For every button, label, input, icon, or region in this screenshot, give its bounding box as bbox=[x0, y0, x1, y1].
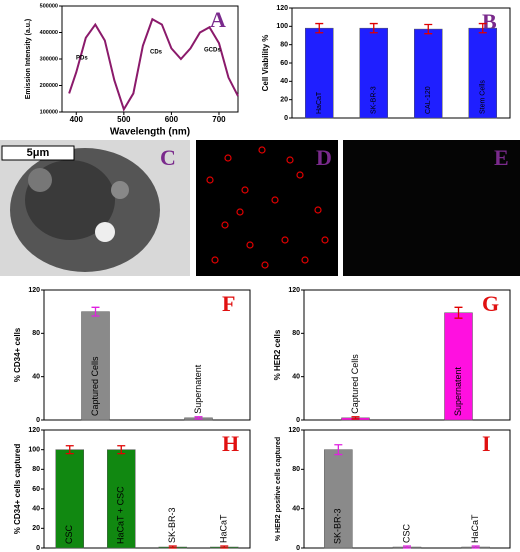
y-tick-label: 40 bbox=[292, 506, 300, 513]
y-tick-label: 20 bbox=[32, 525, 40, 532]
category-label: CSC bbox=[64, 524, 74, 544]
y-axis-label: % HER2 cells bbox=[273, 329, 282, 380]
error-bar bbox=[65, 445, 74, 455]
x-tick-label: 500 bbox=[117, 115, 131, 124]
emission-line bbox=[68, 17, 239, 112]
error-bar bbox=[454, 306, 463, 319]
error-bar bbox=[194, 416, 203, 420]
y-tick-label: 120 bbox=[288, 427, 300, 434]
y-tick-label: 100 bbox=[28, 447, 40, 454]
bar bbox=[324, 449, 353, 549]
y-axis-label: % HER2 positive cells captured bbox=[275, 437, 282, 541]
x-tick-label: 700 bbox=[212, 115, 226, 124]
y-tick-label: 40 bbox=[292, 374, 300, 381]
scale-bar-label: 5μm bbox=[27, 147, 50, 159]
error-bar bbox=[168, 545, 177, 549]
category-label: Supernatent bbox=[453, 366, 463, 416]
y-tick-label: 0 bbox=[284, 115, 288, 122]
bar bbox=[305, 27, 334, 119]
panel-label: I bbox=[482, 431, 491, 456]
y-tick-label: 60 bbox=[32, 486, 40, 493]
category-label: HaCaT bbox=[470, 514, 480, 543]
image-e: E bbox=[343, 140, 520, 276]
image-d: D bbox=[196, 140, 338, 276]
error-bar bbox=[351, 416, 360, 420]
bar bbox=[444, 312, 473, 421]
x-tick-label: 600 bbox=[165, 115, 179, 124]
category-label: SK-BR-3 bbox=[371, 86, 378, 114]
bar bbox=[414, 28, 443, 119]
y-tick-label: 200000 bbox=[40, 83, 58, 89]
y-tick-label: 100000 bbox=[40, 109, 58, 115]
y-tick-label: 300000 bbox=[40, 56, 58, 62]
error-bar bbox=[315, 22, 324, 34]
y-tick-label: 120 bbox=[288, 287, 300, 294]
bar bbox=[468, 27, 497, 119]
panel-label: F bbox=[222, 291, 235, 316]
x-axis-label: Wavelength (nm) bbox=[110, 127, 190, 138]
plot-frame bbox=[303, 289, 511, 421]
image-c: 5μm C bbox=[0, 140, 190, 276]
y-tick-label: 80 bbox=[292, 330, 300, 337]
panel-label: G bbox=[482, 291, 499, 316]
category-label: Captured Cells bbox=[90, 356, 100, 416]
category-label: HaCaT + CSC bbox=[116, 486, 126, 544]
bar bbox=[81, 311, 110, 421]
y-tick-label: 20 bbox=[280, 97, 288, 104]
y-tick-label: 120 bbox=[28, 427, 40, 434]
error-bar bbox=[117, 445, 126, 455]
error-bar bbox=[424, 23, 433, 35]
plot-frame bbox=[43, 289, 251, 421]
panel-label: A bbox=[210, 7, 226, 32]
y-axis-label: % CD34+ cells bbox=[13, 327, 22, 382]
y-axis-label: % CD34+ cells captured bbox=[13, 444, 22, 535]
y-tick-label: 40 bbox=[280, 78, 288, 85]
error-bar bbox=[334, 444, 343, 456]
y-tick-label: 80 bbox=[32, 466, 40, 473]
panel-label: E bbox=[494, 145, 509, 170]
error-bar bbox=[478, 22, 487, 34]
y-tick-label: 40 bbox=[32, 506, 40, 513]
category-label: CSC bbox=[401, 524, 411, 544]
annotation: PDs bbox=[76, 56, 88, 62]
y-axis-label: Emission Intensity (a.u.) bbox=[25, 19, 32, 100]
category-label: Supernatent bbox=[193, 364, 203, 414]
y-tick-label: 400000 bbox=[40, 30, 58, 36]
category-label: SK-BR-3 bbox=[333, 508, 343, 544]
category-label: Stem Cells bbox=[480, 80, 487, 114]
y-tick-label: 40 bbox=[32, 374, 40, 381]
y-tick-label: 120 bbox=[276, 5, 288, 12]
panel-label: H bbox=[222, 431, 239, 456]
error-bar bbox=[369, 22, 378, 34]
panel-label: C bbox=[160, 145, 176, 170]
category-label: SK-BR-3 bbox=[167, 508, 177, 544]
error-bar bbox=[471, 545, 480, 549]
x-tick-label: 400 bbox=[70, 115, 84, 124]
category-label: Captured Cells bbox=[350, 354, 360, 414]
bar bbox=[55, 449, 84, 549]
panel-label: D bbox=[316, 145, 332, 170]
y-tick-label: 100 bbox=[276, 23, 288, 30]
y-tick-label: 80 bbox=[292, 466, 300, 473]
category-label: HaCaT bbox=[316, 91, 323, 114]
category-label: HaCaT bbox=[219, 514, 229, 543]
y-tick-label: 0 bbox=[296, 417, 300, 424]
y-tick-label: 80 bbox=[280, 42, 288, 49]
y-tick-label: 0 bbox=[36, 417, 40, 424]
panel-label: B bbox=[482, 9, 497, 34]
y-tick-label: 0 bbox=[296, 545, 300, 552]
error-bar bbox=[91, 306, 100, 317]
error-bar bbox=[220, 545, 229, 549]
y-tick-label: 0 bbox=[36, 545, 40, 552]
annotation: CDs bbox=[150, 50, 163, 56]
y-tick-label: 60 bbox=[280, 60, 288, 67]
category-label: CAL-120 bbox=[425, 86, 432, 114]
y-tick-label: 120 bbox=[28, 287, 40, 294]
y-tick-label: 500000 bbox=[40, 3, 58, 9]
y-tick-label: 80 bbox=[32, 330, 40, 337]
annotation: GCDs bbox=[204, 48, 221, 54]
error-bar bbox=[403, 545, 411, 549]
y-axis-label: Cell Viability % bbox=[261, 35, 270, 92]
